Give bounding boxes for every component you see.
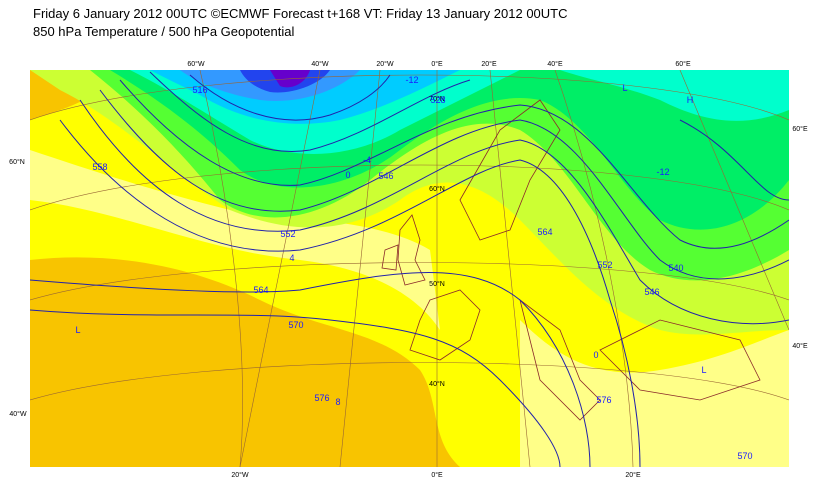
graticule-label: 70°N	[429, 95, 445, 103]
graticule-label: 60°E	[675, 60, 691, 68]
contour-label: 576	[596, 395, 611, 405]
contour-label: -12	[656, 167, 669, 177]
graticule-label: 40°N	[429, 380, 445, 388]
graticule-label: 60°N	[9, 158, 25, 166]
graticule-label: 40°E	[792, 342, 808, 350]
contour-label: 540	[668, 263, 683, 273]
graticule-label: 40°W	[9, 410, 27, 418]
contour-label: 564	[537, 227, 552, 237]
temperature-field	[30, 70, 789, 467]
contour-label: -12	[405, 75, 418, 85]
geopotential-contours	[30, 71, 789, 467]
graticule-label: 20°E	[481, 60, 497, 68]
contour-label: 8	[335, 397, 340, 407]
contour-label: 558	[92, 162, 107, 172]
graticule-label: 60°W	[187, 60, 205, 68]
title: Friday 6 January 2012 00UTC ©ECMWF Forec…	[33, 6, 568, 21]
contour-label: L	[701, 365, 706, 375]
subtitle: 850 hPa Temperature / 500 hPa Geopotenti…	[33, 24, 295, 39]
contour-label: L	[75, 325, 80, 335]
contour-label: L	[622, 83, 627, 93]
graticule-label: 0°E	[431, 471, 443, 479]
contour-label: H	[687, 95, 694, 105]
graticule-label: 40°W	[311, 60, 329, 68]
graticule-label: 0°E	[431, 60, 443, 68]
graticule-label: 20°E	[625, 471, 641, 479]
contour-label: 528	[430, 95, 445, 105]
contour-label: 564	[253, 285, 268, 295]
graticule-label: 60°N	[429, 185, 445, 193]
contour-label: 570	[737, 451, 752, 461]
graticule-label: 20°W	[231, 471, 249, 479]
contour-label: -4	[363, 155, 371, 165]
contour-label: 552	[597, 260, 612, 270]
contour-label: 576	[314, 393, 329, 403]
coastlines	[381, 99, 761, 421]
contour-label: 516	[192, 85, 207, 95]
graticule-label: 60°E	[792, 125, 808, 133]
graticule-label: 20°W	[376, 60, 394, 68]
graticule-label: 40°E	[547, 60, 563, 68]
contour-label: 546	[378, 171, 393, 181]
contour-label: 0	[593, 350, 598, 360]
contour-label: 0	[345, 170, 350, 180]
graticule-label: 50°N	[429, 280, 445, 288]
contour-label: 546	[644, 287, 659, 297]
contour-label: 570	[288, 320, 303, 330]
contour-label: 552	[280, 229, 295, 239]
contour-label: 4	[289, 253, 294, 263]
graticule	[30, 70, 789, 467]
